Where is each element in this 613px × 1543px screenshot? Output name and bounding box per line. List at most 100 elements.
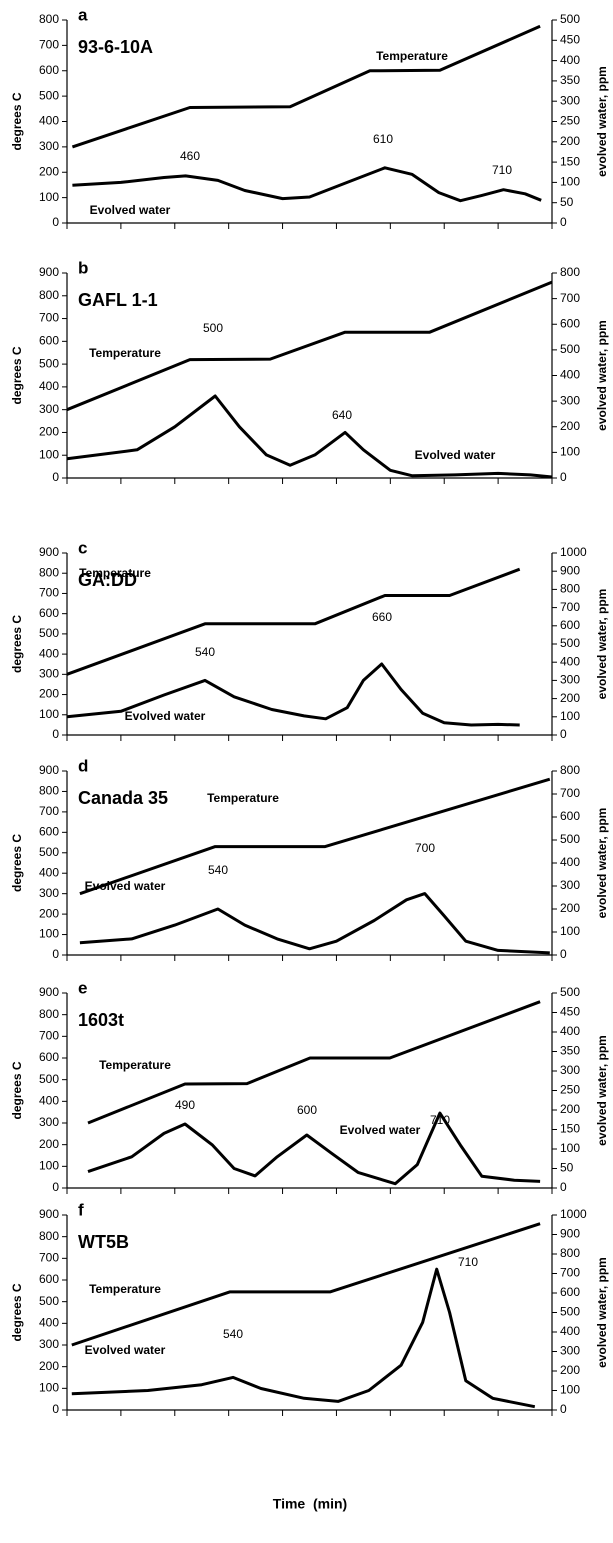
y-tick-label: 200 bbox=[39, 906, 59, 920]
y2-tick-label: 600 bbox=[560, 618, 580, 632]
peak-label: 540 bbox=[208, 863, 228, 877]
y2-tick-label: 700 bbox=[560, 1266, 580, 1280]
y2-tick-label: 400 bbox=[560, 1024, 580, 1038]
y-tick-label: 700 bbox=[39, 311, 59, 325]
y-tick-label: 300 bbox=[39, 139, 59, 153]
y2-tick-label: 800 bbox=[560, 265, 580, 279]
peak-label: 710 bbox=[430, 1113, 450, 1127]
y2-tick-label: 450 bbox=[560, 1005, 580, 1019]
y-tick-label: 900 bbox=[39, 545, 59, 559]
y2-tick-label: 300 bbox=[560, 673, 580, 687]
series-label: Temperature bbox=[89, 1282, 161, 1296]
peak-label: 540 bbox=[223, 1327, 243, 1341]
y-tick-label: 0 bbox=[52, 947, 59, 961]
y-tick-label: 400 bbox=[39, 865, 59, 879]
y2-tick-label: 100 bbox=[560, 1383, 580, 1397]
series-line bbox=[66, 662, 520, 727]
y-tick-label: 400 bbox=[39, 1316, 59, 1330]
y2-tick-label: 100 bbox=[560, 709, 580, 723]
y2-tick-label: 250 bbox=[560, 114, 580, 128]
peak-label: 700 bbox=[415, 841, 435, 855]
peak-label: 640 bbox=[332, 408, 352, 422]
y-tick-label: 100 bbox=[39, 1381, 59, 1395]
y2-tick-label: 200 bbox=[560, 1102, 580, 1116]
peak-label: 610 bbox=[373, 132, 393, 146]
y-tick-label: 600 bbox=[39, 825, 59, 839]
y2-tick-label: 50 bbox=[560, 1161, 574, 1175]
y-tick-label: 400 bbox=[39, 114, 59, 128]
panel-label: a bbox=[78, 5, 88, 24]
y-tick-label: 300 bbox=[39, 667, 59, 681]
y-tick-label: 200 bbox=[39, 687, 59, 701]
y2-tick-label: 700 bbox=[560, 291, 580, 305]
y-axis-title: degrees C bbox=[10, 1061, 24, 1119]
y2-tick-label: 350 bbox=[560, 1044, 580, 1058]
series-line bbox=[87, 1111, 541, 1186]
y-tick-label: 100 bbox=[39, 927, 59, 941]
y2-tick-label: 800 bbox=[560, 1246, 580, 1260]
series-label: Evolved water bbox=[90, 203, 171, 217]
panel-label: b bbox=[78, 258, 88, 277]
y2-tick-label: 0 bbox=[560, 727, 567, 741]
y2-tick-label: 200 bbox=[560, 1363, 580, 1377]
panel-label: c bbox=[78, 538, 87, 557]
y2-tick-label: 0 bbox=[560, 215, 567, 229]
y2-tick-label: 200 bbox=[560, 134, 580, 148]
panel-title: GA:DD bbox=[78, 570, 137, 590]
y2-tick-label: 700 bbox=[560, 786, 580, 800]
y-tick-label: 500 bbox=[39, 626, 59, 640]
y-tick-label: 800 bbox=[39, 1229, 59, 1243]
y2-tick-label: 500 bbox=[560, 1305, 580, 1319]
series-line bbox=[71, 24, 541, 149]
series-line bbox=[79, 777, 551, 896]
y-axis-title: degrees C bbox=[10, 92, 24, 150]
y-tick-label: 0 bbox=[52, 1180, 59, 1194]
series-label: Temperature bbox=[89, 346, 161, 360]
y2-tick-label: 900 bbox=[560, 563, 580, 577]
panel-label: d bbox=[78, 756, 88, 775]
y-tick-label: 0 bbox=[52, 215, 59, 229]
y2-tick-label: 150 bbox=[560, 154, 580, 168]
panel-label: e bbox=[78, 978, 87, 997]
x-axis-title: Time (min) bbox=[273, 1496, 347, 1512]
y2-axis-title: evolved water, ppm bbox=[595, 589, 609, 700]
peak-label: 460 bbox=[180, 149, 200, 163]
y2-tick-label: 1000 bbox=[560, 545, 587, 559]
peak-label: 500 bbox=[203, 321, 223, 335]
panel-title: Canada 35 bbox=[78, 788, 168, 808]
peak-label: 490 bbox=[175, 1098, 195, 1112]
y-tick-label: 600 bbox=[39, 1050, 59, 1064]
y-tick-label: 700 bbox=[39, 1251, 59, 1265]
y-tick-label: 700 bbox=[39, 1029, 59, 1043]
y-tick-label: 100 bbox=[39, 447, 59, 461]
y-tick-label: 300 bbox=[39, 402, 59, 416]
y-tick-label: 900 bbox=[39, 985, 59, 999]
y2-tick-label: 800 bbox=[560, 582, 580, 596]
y-tick-label: 100 bbox=[39, 1159, 59, 1173]
series-line bbox=[87, 1000, 541, 1125]
y-axis-title: degrees C bbox=[10, 1283, 24, 1341]
peak-label: 710 bbox=[458, 1255, 478, 1269]
y-tick-label: 100 bbox=[39, 190, 59, 204]
y-tick-label: 500 bbox=[39, 1072, 59, 1086]
y2-tick-label: 150 bbox=[560, 1122, 580, 1136]
y-tick-label: 700 bbox=[39, 804, 59, 818]
y2-tick-label: 800 bbox=[560, 763, 580, 777]
y-tick-label: 400 bbox=[39, 379, 59, 393]
y-tick-label: 800 bbox=[39, 565, 59, 579]
y-tick-label: 100 bbox=[39, 707, 59, 721]
y-tick-label: 700 bbox=[39, 38, 59, 52]
series-label: Evolved water bbox=[415, 448, 496, 462]
y2-tick-label: 1000 bbox=[560, 1207, 587, 1221]
y-tick-label: 0 bbox=[52, 727, 59, 741]
y2-tick-label: 600 bbox=[560, 809, 580, 823]
y-tick-label: 200 bbox=[39, 1359, 59, 1373]
y2-tick-label: 100 bbox=[560, 924, 580, 938]
series-label: Temperature bbox=[79, 566, 151, 580]
series-label: Evolved water bbox=[85, 1343, 166, 1357]
y2-tick-label: 450 bbox=[560, 32, 580, 46]
series-label: Temperature bbox=[99, 1058, 171, 1072]
y-tick-label: 500 bbox=[39, 845, 59, 859]
y2-axis-title: evolved water, ppm bbox=[595, 808, 609, 919]
